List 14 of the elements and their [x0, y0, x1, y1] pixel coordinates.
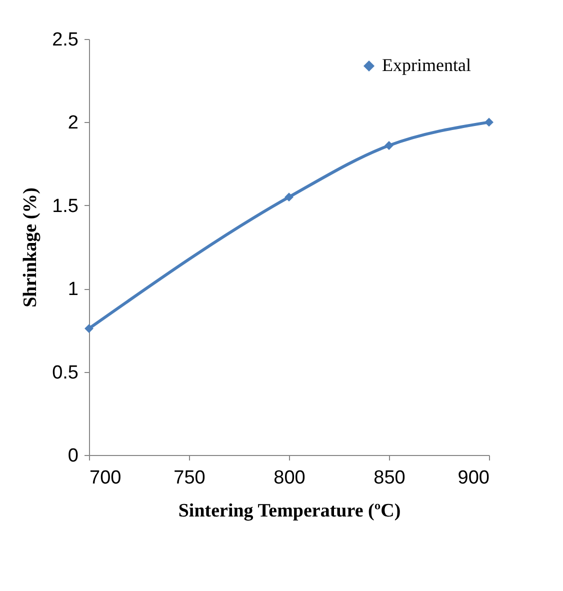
y-tick-label: 2	[68, 112, 78, 134]
x-tick-label: 700	[90, 468, 122, 488]
x-axis-title: Sintering Temperature (ºC)	[178, 500, 401, 522]
y-tick-label: 2.5	[52, 30, 78, 50]
y-tick-label: 1	[68, 279, 78, 300]
y-tick-label: 1.5	[52, 196, 78, 217]
x-tick-label: 900	[458, 468, 490, 488]
x-tick-label: 750	[174, 468, 206, 488]
y-tick-label: 0	[68, 446, 78, 466]
y-axis-title: Shrinkage (%)	[20, 188, 42, 308]
x-tick-label: 850	[374, 468, 406, 488]
x-tick-label: 800	[274, 468, 306, 488]
y-tick-label: 0.5	[52, 362, 78, 384]
legend-label: Exprimental	[382, 55, 471, 75]
